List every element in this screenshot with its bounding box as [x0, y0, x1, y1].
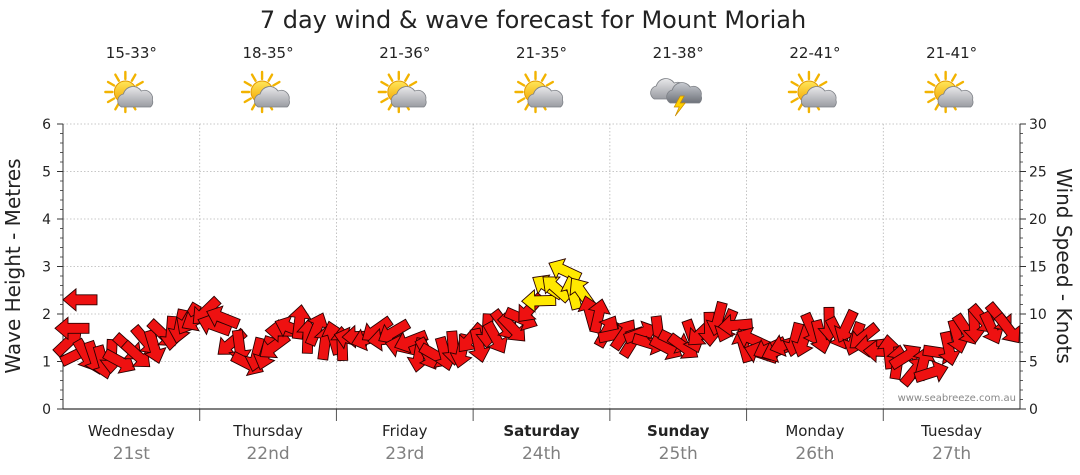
temperature-range: 21-38°: [653, 44, 704, 62]
day-date-label: 24th: [522, 444, 561, 464]
left-tick-label: 0: [42, 402, 51, 418]
right-tick-label: 0: [1029, 402, 1038, 418]
wind-arrow: [587, 298, 611, 334]
wind-arrow: [467, 327, 492, 363]
partly-cloudy-icon: [240, 70, 290, 114]
wind-arrow: [913, 360, 949, 384]
temperature-range: 21-41°: [926, 44, 977, 62]
day-date-label: 22nd: [246, 444, 289, 464]
left-tick-label: 4: [42, 212, 51, 228]
wind-arrow: [482, 320, 509, 354]
day-name-label: Friday: [382, 422, 428, 440]
day-name-label: Wednesday: [88, 422, 175, 440]
partly-cloudy-icon: [514, 70, 564, 114]
partly-cloudy-icon: [924, 70, 974, 114]
wind-arrow: [979, 310, 1004, 345]
wind-arrow: [937, 330, 962, 367]
temperature-range: 21-36°: [379, 44, 430, 62]
temperature-range: 18-35°: [243, 44, 294, 62]
right-tick-label: 20: [1029, 212, 1047, 228]
day-name-label: Tuesday: [920, 422, 982, 440]
day-date-label: 23rd: [385, 444, 424, 464]
day-name-label: Monday: [785, 422, 844, 440]
thunderstorm-icon: [650, 78, 703, 117]
wind-arrow: [496, 312, 526, 342]
partly-cloudy-icon: [104, 70, 154, 114]
left-tick-label: 3: [42, 260, 51, 276]
wind-arrow-series: [52, 258, 1021, 388]
wind-arrow: [206, 305, 241, 330]
wind-arrow: [609, 319, 636, 352]
wind-arrow: [143, 328, 167, 364]
wind-arrow: [62, 287, 98, 312]
wind-arrow: [304, 312, 329, 347]
day-name-label: Sunday: [647, 422, 710, 440]
left-tick-label: 2: [42, 307, 51, 323]
temperature-range: 22-41°: [789, 44, 840, 62]
right-tick-label: 25: [1029, 165, 1047, 181]
right-axis-title: Wind Speed - Knots: [1052, 168, 1076, 364]
day-date-label: 21st: [113, 444, 150, 464]
day-name-label: Saturday: [503, 422, 580, 440]
chart-title: 7 day wind & wave forecast for Mount Mor…: [260, 6, 806, 34]
temperature-range: 21-35°: [516, 44, 567, 62]
right-axis-ticks: 0 5 10 15 20 25 30: [1020, 117, 1047, 418]
wind-arrow: [548, 258, 583, 283]
day-date-label: 27th: [932, 444, 971, 464]
right-tick-label: 5: [1029, 355, 1038, 371]
wind-arrow: [394, 329, 429, 354]
x-axis-day-labels: Wednesday 21st Thursday 22nd Friday 23rd Satur…: [88, 422, 982, 464]
left-axis-ticks: 0 1 2 3 4 5 6: [42, 117, 63, 418]
left-tick-label: 6: [42, 117, 51, 133]
right-tick-label: 30: [1029, 117, 1047, 133]
partly-cloudy-icon: [787, 70, 837, 114]
right-tick-label: 15: [1029, 260, 1047, 276]
wind-arrow: [833, 308, 859, 343]
left-axis-title: Wave Height - Metres: [1, 158, 25, 373]
left-tick-label: 5: [42, 165, 51, 181]
wind-arrow: [717, 313, 754, 338]
left-tick-label: 1: [42, 355, 51, 371]
daily-summary: 15-33° 18-35° 21-36° 21-35° 21-38° 22-41° 21-4…: [104, 44, 977, 117]
wind-arrow: [993, 312, 1021, 344]
temperature-range: 15-33°: [106, 44, 157, 62]
day-date-label: 25th: [659, 444, 698, 464]
right-tick-label: 10: [1029, 307, 1047, 323]
wind-arrow: [54, 316, 90, 341]
wind-arrow: [120, 339, 151, 368]
day-name-label: Thursday: [232, 422, 303, 440]
grid-lines: [63, 123, 1020, 421]
day-date-label: 26th: [795, 444, 834, 464]
partly-cloudy-icon: [377, 70, 427, 114]
watermark: www.seabreeze.com.au: [898, 393, 1016, 404]
